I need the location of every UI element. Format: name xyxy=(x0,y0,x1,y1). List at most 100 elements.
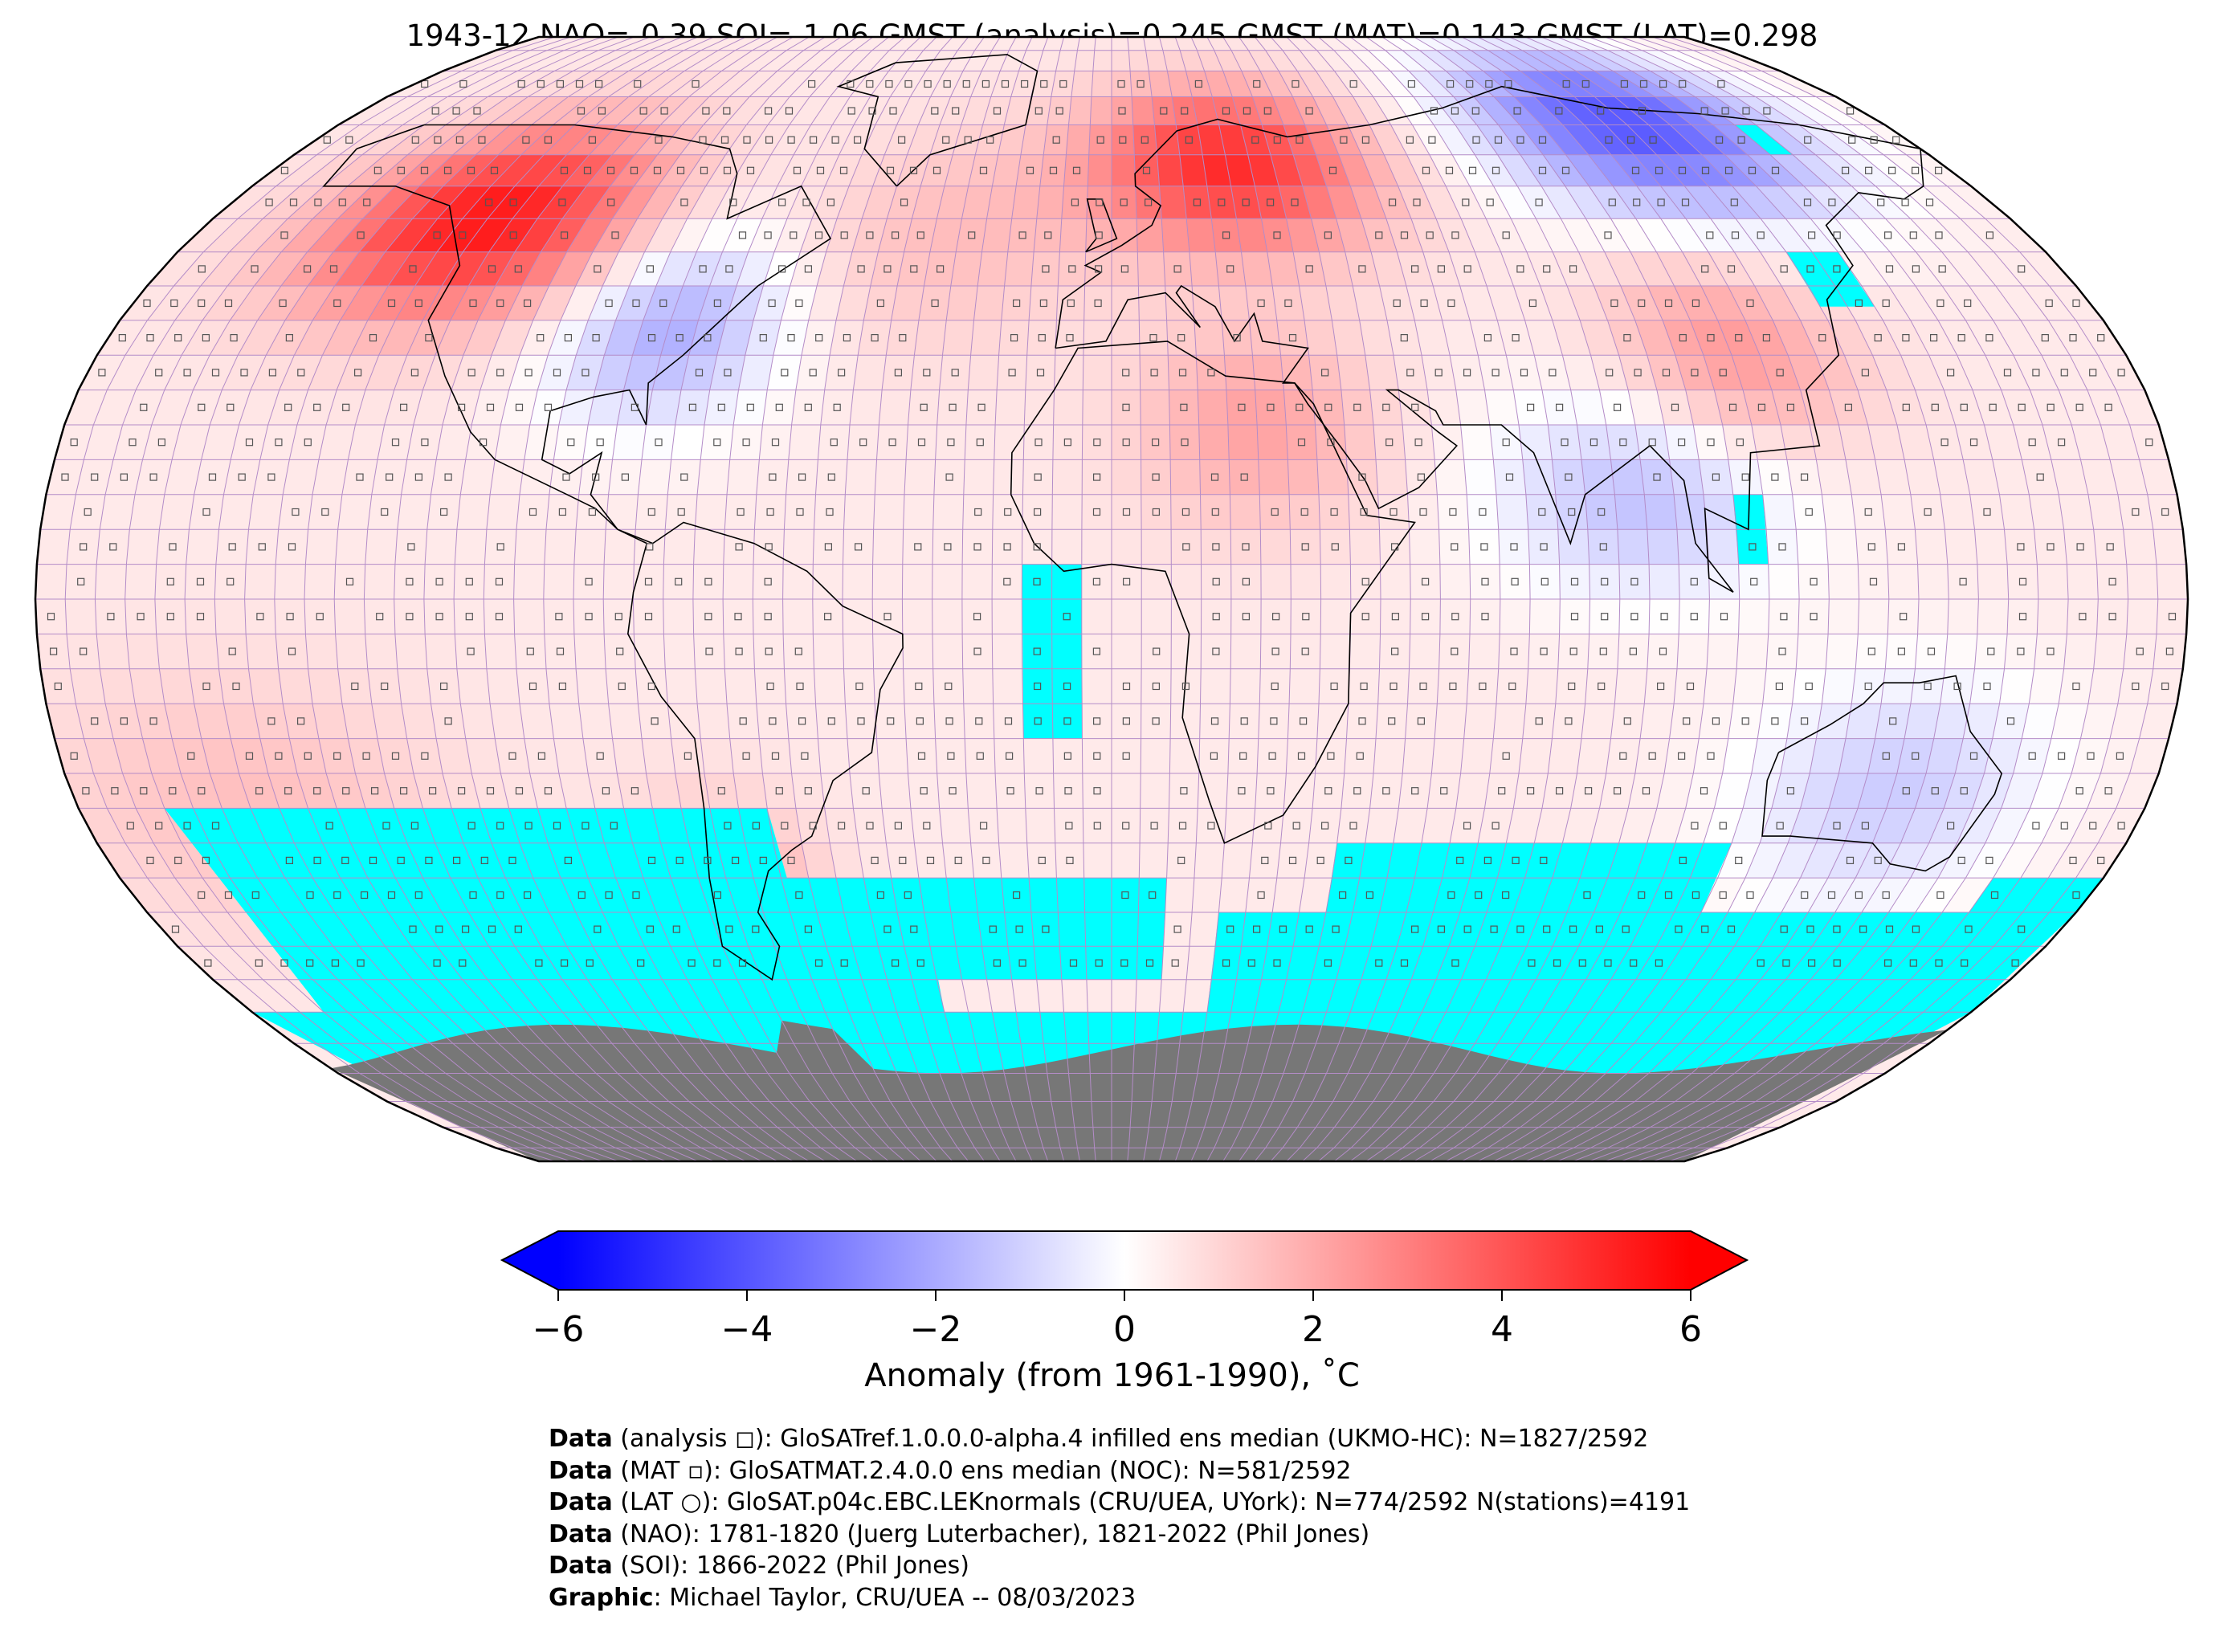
anomaly-cell xyxy=(1828,564,1859,599)
anomaly-cell xyxy=(1230,494,1261,530)
anomaly-cell xyxy=(406,738,443,773)
anomaly-cell xyxy=(1885,529,1918,565)
anomaly-cell xyxy=(514,634,546,669)
anomaly-cell xyxy=(2059,773,2101,809)
anomaly-cell xyxy=(544,529,577,565)
anomaly-cell xyxy=(1985,808,2030,843)
anomaly-cell xyxy=(1141,599,1172,634)
anomaly-cell xyxy=(244,599,276,634)
anomaly-cell xyxy=(843,634,874,669)
anomaly-cell xyxy=(753,599,784,634)
anomaly-cell xyxy=(576,668,609,704)
anomaly-cell xyxy=(308,494,342,530)
anomaly-cell xyxy=(278,668,312,704)
anomaly-cell xyxy=(384,773,423,809)
anomaly-cell xyxy=(693,529,725,565)
anomaly-cell xyxy=(603,564,635,599)
anomaly-cell xyxy=(1081,634,1112,669)
anomaly-cell xyxy=(326,773,365,809)
anomaly-cell xyxy=(263,979,324,1013)
anomaly-cell xyxy=(1587,529,1619,565)
anomaly-cell xyxy=(40,668,76,704)
anomaly-cell xyxy=(1348,668,1380,704)
anomaly-cell xyxy=(963,704,994,739)
anomaly-cell xyxy=(1081,599,1112,634)
anomaly-cell xyxy=(312,704,349,739)
anomaly-cell xyxy=(156,529,190,565)
anomaly-cell xyxy=(1470,599,1500,634)
anomaly-cell xyxy=(516,668,549,704)
anomaly-cell xyxy=(36,634,71,669)
anomaly-cell xyxy=(1810,738,1846,773)
anomaly-cell xyxy=(858,842,892,879)
anomaly-cell xyxy=(2123,634,2157,669)
anomaly-cell xyxy=(1320,529,1351,565)
anomaly-cell xyxy=(1341,773,1373,809)
anomaly-cell xyxy=(1259,668,1291,704)
anomaly-cell xyxy=(1529,599,1561,634)
anomaly-cell xyxy=(646,773,681,809)
anomaly-cell xyxy=(129,668,165,704)
anomaly-cell xyxy=(1796,634,1829,669)
anomaly-cell xyxy=(1289,494,1320,530)
anomaly-cell xyxy=(147,912,204,947)
anomaly-cell xyxy=(1771,773,1810,809)
anomaly-cell xyxy=(172,738,210,773)
anomaly-cell xyxy=(1141,738,1171,773)
anomaly-cell xyxy=(756,704,789,739)
anomaly-cell xyxy=(1827,842,1873,879)
anomaly-cell xyxy=(872,599,903,634)
anomaly-cell xyxy=(2067,564,2099,599)
anomaly-cell xyxy=(364,564,395,599)
anomaly-cell xyxy=(1915,529,1948,565)
anomaly-cell xyxy=(663,599,694,634)
anomaly-cell xyxy=(2051,704,2088,739)
anomaly-cell xyxy=(1761,1101,1837,1128)
anomaly-cell xyxy=(1704,668,1737,704)
anomaly-cell xyxy=(185,564,216,599)
anomaly-cell xyxy=(642,738,675,773)
anomaly-cell xyxy=(1230,529,1261,565)
anomaly-cell xyxy=(275,634,308,669)
anomaly-cell xyxy=(1379,529,1410,565)
anomaly-cell xyxy=(1083,808,1112,843)
credit-text: : Michael Taylor, CRU/UEA -- 08/03/2023 xyxy=(653,1583,1136,1612)
anomaly-cell xyxy=(1258,704,1290,739)
anomaly-cell xyxy=(1738,564,1769,599)
anomaly-cell xyxy=(36,529,71,565)
anomaly-cell xyxy=(423,564,455,599)
anomaly-cell xyxy=(1493,704,1526,739)
anomaly-cell xyxy=(334,599,365,634)
anomaly-cell xyxy=(1528,634,1560,669)
credit-text: (LAT ○): GloSAT.p04c.EBC.LEKnormals (CRU… xyxy=(612,1488,1691,1516)
anomaly-cell xyxy=(1159,979,1187,1013)
anomaly-cell xyxy=(1255,773,1287,809)
anomaly-cell xyxy=(782,599,814,634)
anomaly-cell xyxy=(791,773,825,809)
anomaly-cell xyxy=(697,704,730,739)
anomaly-cell xyxy=(465,738,501,773)
anomaly-cell xyxy=(1855,842,1901,879)
anomaly-cell xyxy=(1112,599,1142,634)
anomaly-cell xyxy=(2013,738,2051,773)
anomaly-cell xyxy=(201,738,239,773)
anomaly-cell xyxy=(906,738,937,773)
anomaly-cell xyxy=(663,529,696,565)
anomaly-cell xyxy=(2030,773,2072,809)
anomaly-cell xyxy=(1522,704,1556,739)
anomaly-cell xyxy=(1081,494,1112,530)
anomaly-cell xyxy=(1855,529,1888,565)
anomaly-cell xyxy=(1052,738,1083,773)
anomaly-cell xyxy=(1198,773,1228,809)
anomaly-cell xyxy=(873,668,904,704)
anomaly-cell xyxy=(1259,494,1291,530)
anomaly-cell xyxy=(529,773,567,809)
anomaly-cell xyxy=(1965,842,2014,879)
colorbar-extend-high xyxy=(1691,1231,1747,1290)
anomaly-cell xyxy=(484,599,515,634)
anomaly-cell xyxy=(998,842,1030,879)
anomaly-cell xyxy=(606,494,639,530)
anomaly-cell xyxy=(1169,773,1199,809)
anomaly-cell xyxy=(724,668,757,704)
anomaly-cell xyxy=(218,668,254,704)
